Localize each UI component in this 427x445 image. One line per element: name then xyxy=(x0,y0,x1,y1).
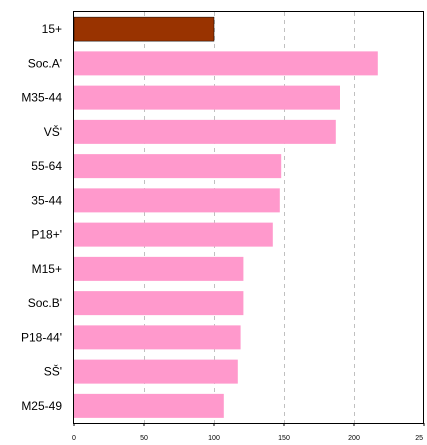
bar xyxy=(74,51,378,76)
bar xyxy=(74,154,282,179)
x-tick-label: 100 xyxy=(208,435,220,442)
category-label: P18+' xyxy=(31,228,62,242)
category-label: M35-44 xyxy=(21,91,62,105)
bar xyxy=(74,119,336,144)
category-label: M25-49 xyxy=(21,399,62,413)
category-label: P18-44' xyxy=(21,330,62,344)
bar xyxy=(74,359,238,384)
category-label: VŠ' xyxy=(44,124,62,139)
bar xyxy=(74,393,224,418)
category-label: 55-64 xyxy=(31,159,62,173)
category-label: Soc.B' xyxy=(28,296,62,310)
plot-area xyxy=(73,11,424,424)
x-tick-label: 25 xyxy=(415,435,423,442)
x-tick-label: 0 xyxy=(72,435,76,442)
bar xyxy=(74,222,273,247)
category-label: 15+ xyxy=(42,22,62,36)
category-label: 35-44 xyxy=(31,193,62,207)
x-tick-label: 150 xyxy=(278,435,290,442)
category-label: Soc.A' xyxy=(28,56,62,70)
x-axis-ticks: 0 50 100 150 200 25 xyxy=(72,423,425,442)
x-tick-label: 50 xyxy=(140,435,148,442)
category-label: M15+ xyxy=(32,262,62,276)
bar xyxy=(74,256,244,281)
bar xyxy=(74,325,241,350)
category-label: SŠ' xyxy=(44,364,62,379)
bar xyxy=(74,85,340,110)
bar xyxy=(74,291,244,316)
bar xyxy=(74,188,280,213)
bars xyxy=(73,16,378,418)
bar xyxy=(73,16,215,42)
category-labels: 15+ Soc.A' M35-44 VŠ' 55-64 35-44 P18+' M15+ Soc… xyxy=(21,22,62,413)
x-tick-label: 200 xyxy=(348,435,360,442)
